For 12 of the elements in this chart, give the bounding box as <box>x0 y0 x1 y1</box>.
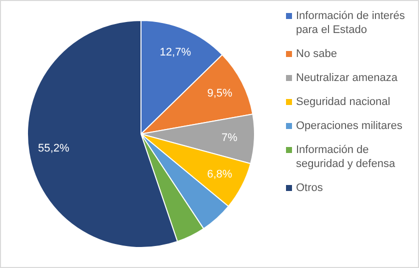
legend-label: Información de seguridad y defensa <box>296 143 396 171</box>
legend-label: Neutralizar amenaza <box>296 71 398 85</box>
legend-label: Información de interés para el Estado <box>296 9 406 37</box>
data-label: 55,2% <box>38 142 70 154</box>
data-label: 9,5% <box>207 88 233 100</box>
legend-label: No sabe <box>296 47 337 61</box>
legend-label: Otros <box>296 181 323 195</box>
legend-label: Operaciones militares <box>296 119 402 133</box>
data-label: 6,8% <box>207 168 232 181</box>
data-label: 12,7% <box>160 46 192 58</box>
legend-label: Seguridad nacional <box>296 95 390 109</box>
data-label: 7% <box>221 132 238 144</box>
